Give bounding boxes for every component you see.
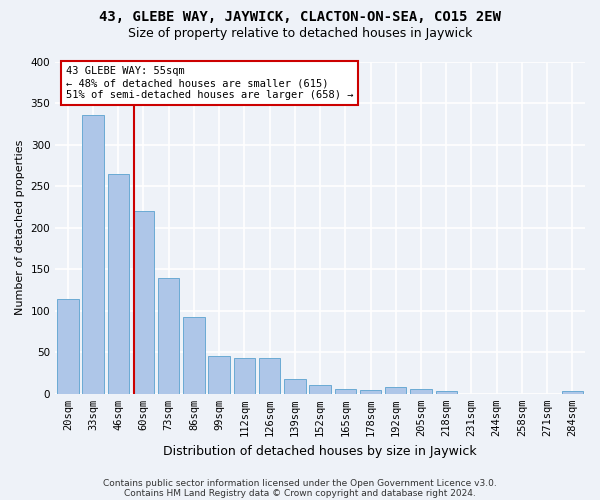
Bar: [57, 299, 79, 394]
Bar: [385, 387, 406, 394]
Bar: [562, 392, 583, 394]
Bar: [82, 116, 104, 394]
Bar: [284, 379, 305, 394]
Bar: [208, 356, 230, 394]
Bar: [436, 392, 457, 394]
X-axis label: Distribution of detached houses by size in Jaywick: Distribution of detached houses by size …: [163, 444, 477, 458]
Bar: [360, 390, 381, 394]
Y-axis label: Number of detached properties: Number of detached properties: [15, 140, 25, 316]
Text: Contains public sector information licensed under the Open Government Licence v3: Contains public sector information licen…: [103, 478, 497, 488]
Bar: [133, 211, 154, 394]
Text: Contains HM Land Registry data © Crown copyright and database right 2024.: Contains HM Land Registry data © Crown c…: [124, 488, 476, 498]
Text: 43 GLEBE WAY: 55sqm
← 48% of detached houses are smaller (615)
51% of semi-detac: 43 GLEBE WAY: 55sqm ← 48% of detached ho…: [66, 66, 353, 100]
Text: Size of property relative to detached houses in Jaywick: Size of property relative to detached ho…: [128, 28, 472, 40]
Bar: [310, 386, 331, 394]
Text: 43, GLEBE WAY, JAYWICK, CLACTON-ON-SEA, CO15 2EW: 43, GLEBE WAY, JAYWICK, CLACTON-ON-SEA, …: [99, 10, 501, 24]
Bar: [107, 174, 129, 394]
Bar: [410, 389, 432, 394]
Bar: [158, 278, 179, 394]
Bar: [233, 358, 255, 394]
Bar: [259, 358, 280, 394]
Bar: [335, 389, 356, 394]
Bar: [183, 318, 205, 394]
